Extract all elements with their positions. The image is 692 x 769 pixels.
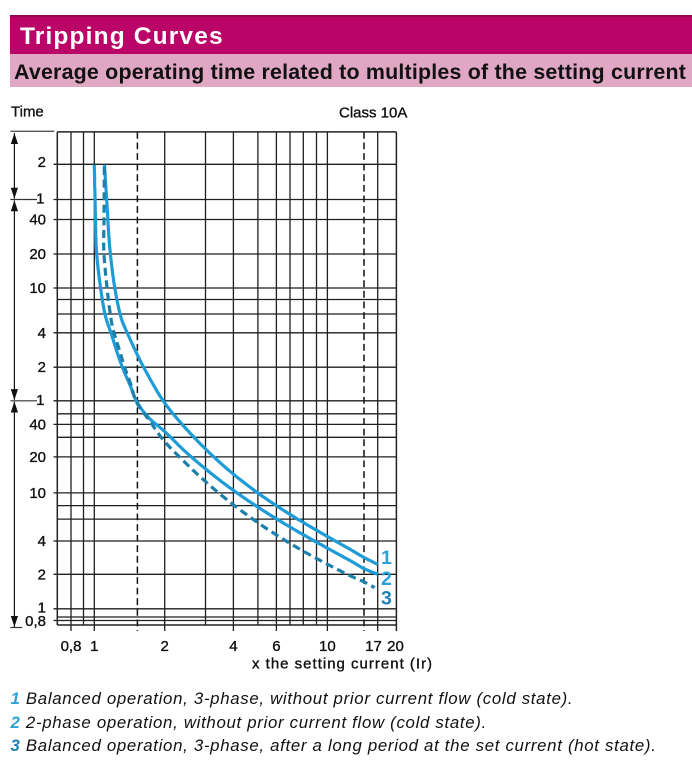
svg-text:10: 10 — [319, 638, 336, 655]
svg-text:2: 2 — [38, 359, 46, 376]
svg-text:2: 2 — [38, 566, 46, 583]
svg-text:40: 40 — [29, 212, 46, 229]
svg-text:2: 2 — [161, 638, 169, 655]
svg-text:10: 10 — [29, 280, 46, 297]
svg-text:Class 10A: Class 10A — [339, 105, 407, 122]
svg-text:20: 20 — [29, 246, 46, 263]
svg-text:1: 1 — [38, 600, 46, 617]
svg-text:x the setting current (Ir): x the setting current (Ir) — [252, 656, 433, 673]
svg-text:1: 1 — [381, 547, 392, 569]
svg-text:1: 1 — [36, 392, 44, 409]
svg-text:2: 2 — [381, 568, 392, 590]
svg-text:0,8: 0,8 — [25, 613, 46, 630]
svg-text:1: 1 — [36, 191, 44, 208]
svg-text:0,8: 0,8 — [61, 638, 82, 655]
svg-text:4: 4 — [38, 325, 46, 342]
svg-text:20: 20 — [29, 449, 46, 466]
svg-text:Time: Time — [11, 104, 44, 121]
svg-text:40: 40 — [29, 416, 46, 433]
svg-text:6: 6 — [272, 638, 280, 655]
svg-text:17: 17 — [365, 638, 382, 655]
svg-text:1: 1 — [90, 638, 98, 655]
svg-text:10: 10 — [29, 485, 46, 502]
svg-text:20: 20 — [387, 638, 404, 655]
svg-text:2: 2 — [38, 154, 46, 171]
svg-text:4: 4 — [229, 638, 237, 655]
svg-text:4: 4 — [38, 533, 46, 550]
svg-text:3: 3 — [381, 588, 392, 610]
